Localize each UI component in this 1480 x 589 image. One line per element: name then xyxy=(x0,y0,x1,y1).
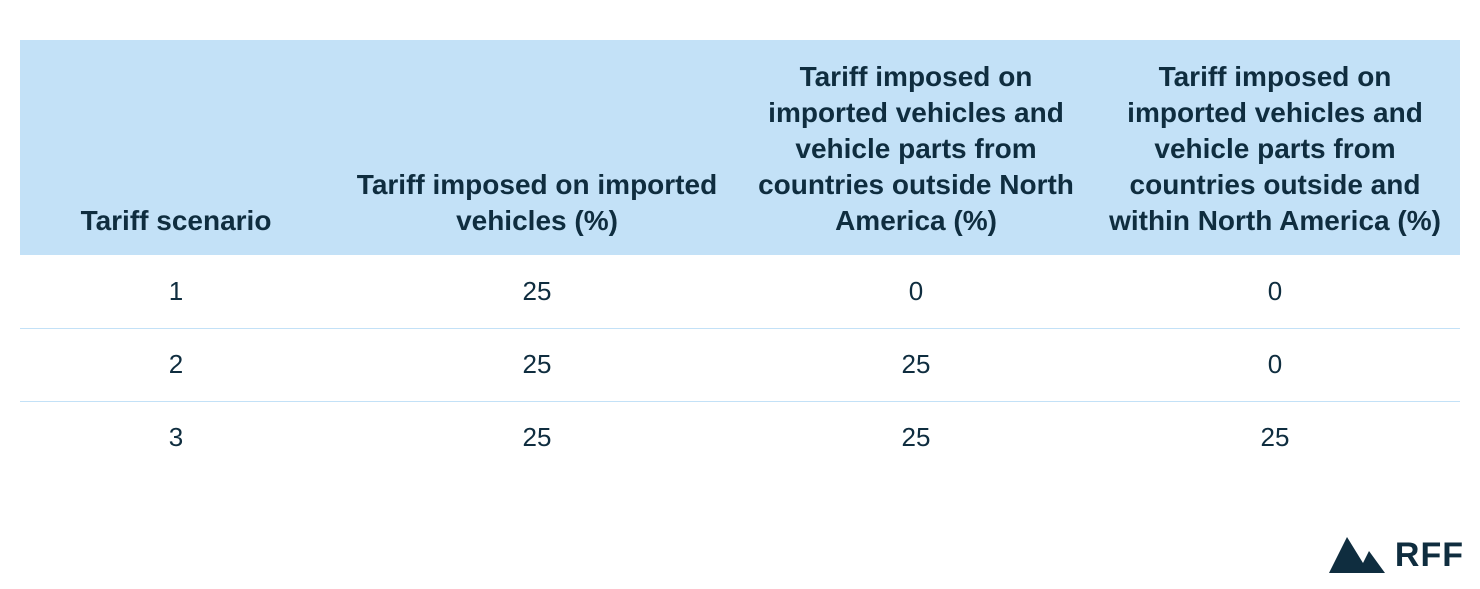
rff-logo: RFF xyxy=(1328,536,1464,574)
header-tariff-scenario: Tariff scenario xyxy=(20,40,332,255)
logo-text: RFF xyxy=(1394,536,1464,574)
header-vehicles-parts-outside-na: Tariff imposed on imported vehicles and … xyxy=(742,40,1090,255)
table-cell: 25 xyxy=(742,328,1090,402)
table-cell: 1 xyxy=(20,255,332,329)
table-cell: 25 xyxy=(332,255,742,329)
mountain-logo-icon xyxy=(1328,537,1385,573)
table-row: 1 25 0 0 xyxy=(20,255,1460,329)
tariff-scenario-table-container: Tariff scenario Tariff imposed on import… xyxy=(20,40,1460,474)
table-cell: 2 xyxy=(20,328,332,402)
table-body: 1 25 0 0 2 25 25 0 3 25 25 25 xyxy=(20,255,1460,474)
header-vehicles-parts-outside-within-na: Tariff imposed on imported vehicles and … xyxy=(1090,40,1460,255)
table-cell: 25 xyxy=(901,422,931,453)
table-cell: 0 xyxy=(1090,328,1460,402)
table-header: Tariff scenario Tariff imposed on import… xyxy=(20,40,1460,255)
table-cell: 25 xyxy=(1260,422,1290,453)
header-row: Tariff scenario Tariff imposed on import… xyxy=(20,40,1460,255)
table-cell: 0 xyxy=(1090,255,1460,329)
table-cell: 25 xyxy=(332,328,742,402)
table-row: 3 25 25 25 xyxy=(20,401,1460,474)
tariff-scenario-table: Tariff scenario Tariff imposed on import… xyxy=(20,40,1460,474)
header-imported-vehicles: Tariff imposed on imported vehicles (%) xyxy=(332,40,742,255)
table-cell: 3 xyxy=(168,422,184,453)
table-row: 2 25 25 0 xyxy=(20,328,1460,402)
table-cell: 0 xyxy=(742,255,1090,329)
table-cell: 25 xyxy=(522,422,552,453)
